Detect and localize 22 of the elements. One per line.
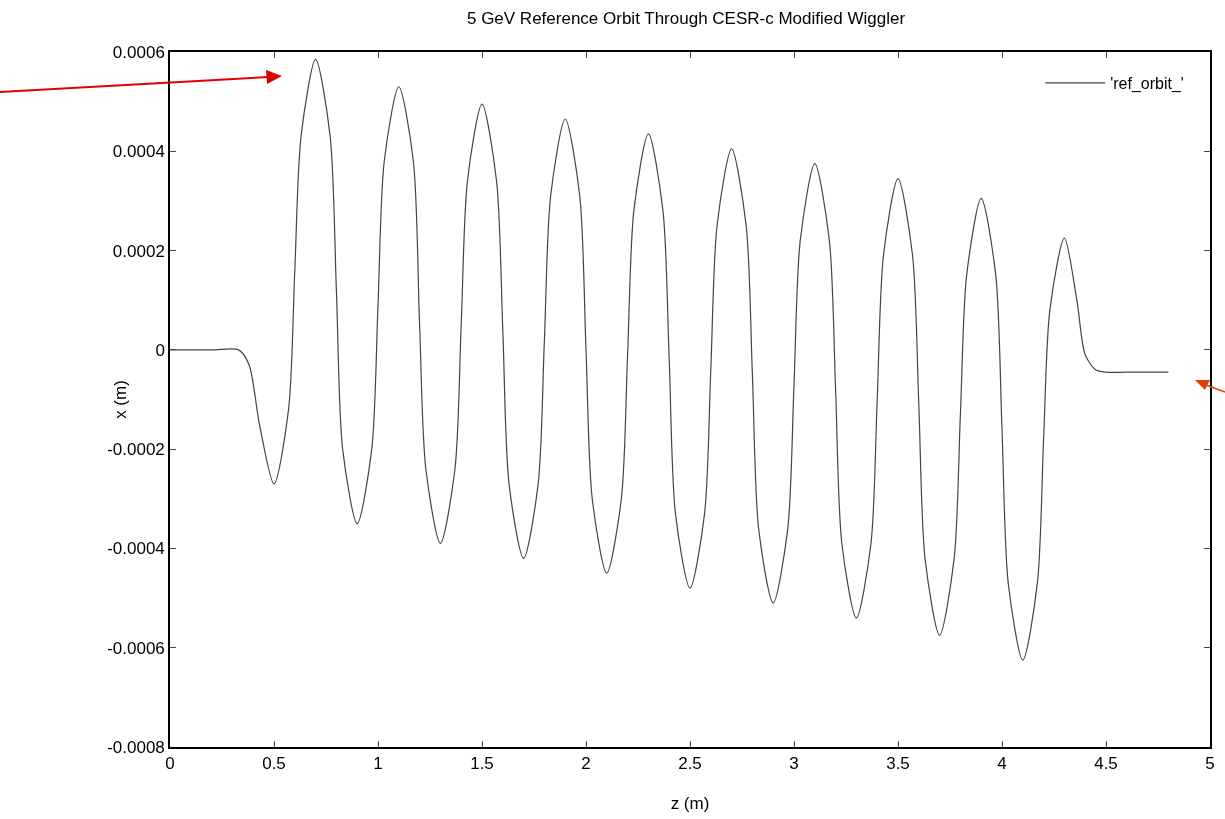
y-tick-label: -0.0004	[107, 539, 165, 559]
x-tick-label: 0.5	[262, 754, 286, 774]
x-axis-title: z (m)	[670, 793, 710, 813]
y-axis-title: x (m)	[110, 380, 130, 419]
chart-title: 5 GeV Reference Orbit Through CESR-c Modified Wiggler	[466, 9, 906, 29]
x-tick-label: 4.5	[1094, 754, 1118, 774]
x-tick-label: 2	[581, 754, 591, 774]
y-tick-label: -0.0008	[107, 737, 165, 757]
y-tick-label: -0.0002	[107, 440, 165, 460]
y-tick-label: 0.0006	[112, 42, 165, 62]
x-tick-label: 1	[373, 754, 383, 774]
y-tick-label: 0.0002	[112, 241, 165, 261]
legend-label: 'ref_orbit_'	[1110, 75, 1184, 94]
x-tick-label: 1.5	[470, 754, 494, 774]
x-tick-label: 4	[997, 754, 1007, 774]
x-tick-label: 3.5	[886, 754, 910, 774]
x-tick-label: 2.5	[678, 754, 702, 774]
y-tick-label: -0.0006	[107, 638, 165, 658]
x-tick-label: 5	[1205, 754, 1215, 774]
y-tick-label: 0	[155, 340, 165, 360]
x-tick-label: 3	[789, 754, 799, 774]
y-tick-label: 0.0004	[112, 142, 165, 162]
